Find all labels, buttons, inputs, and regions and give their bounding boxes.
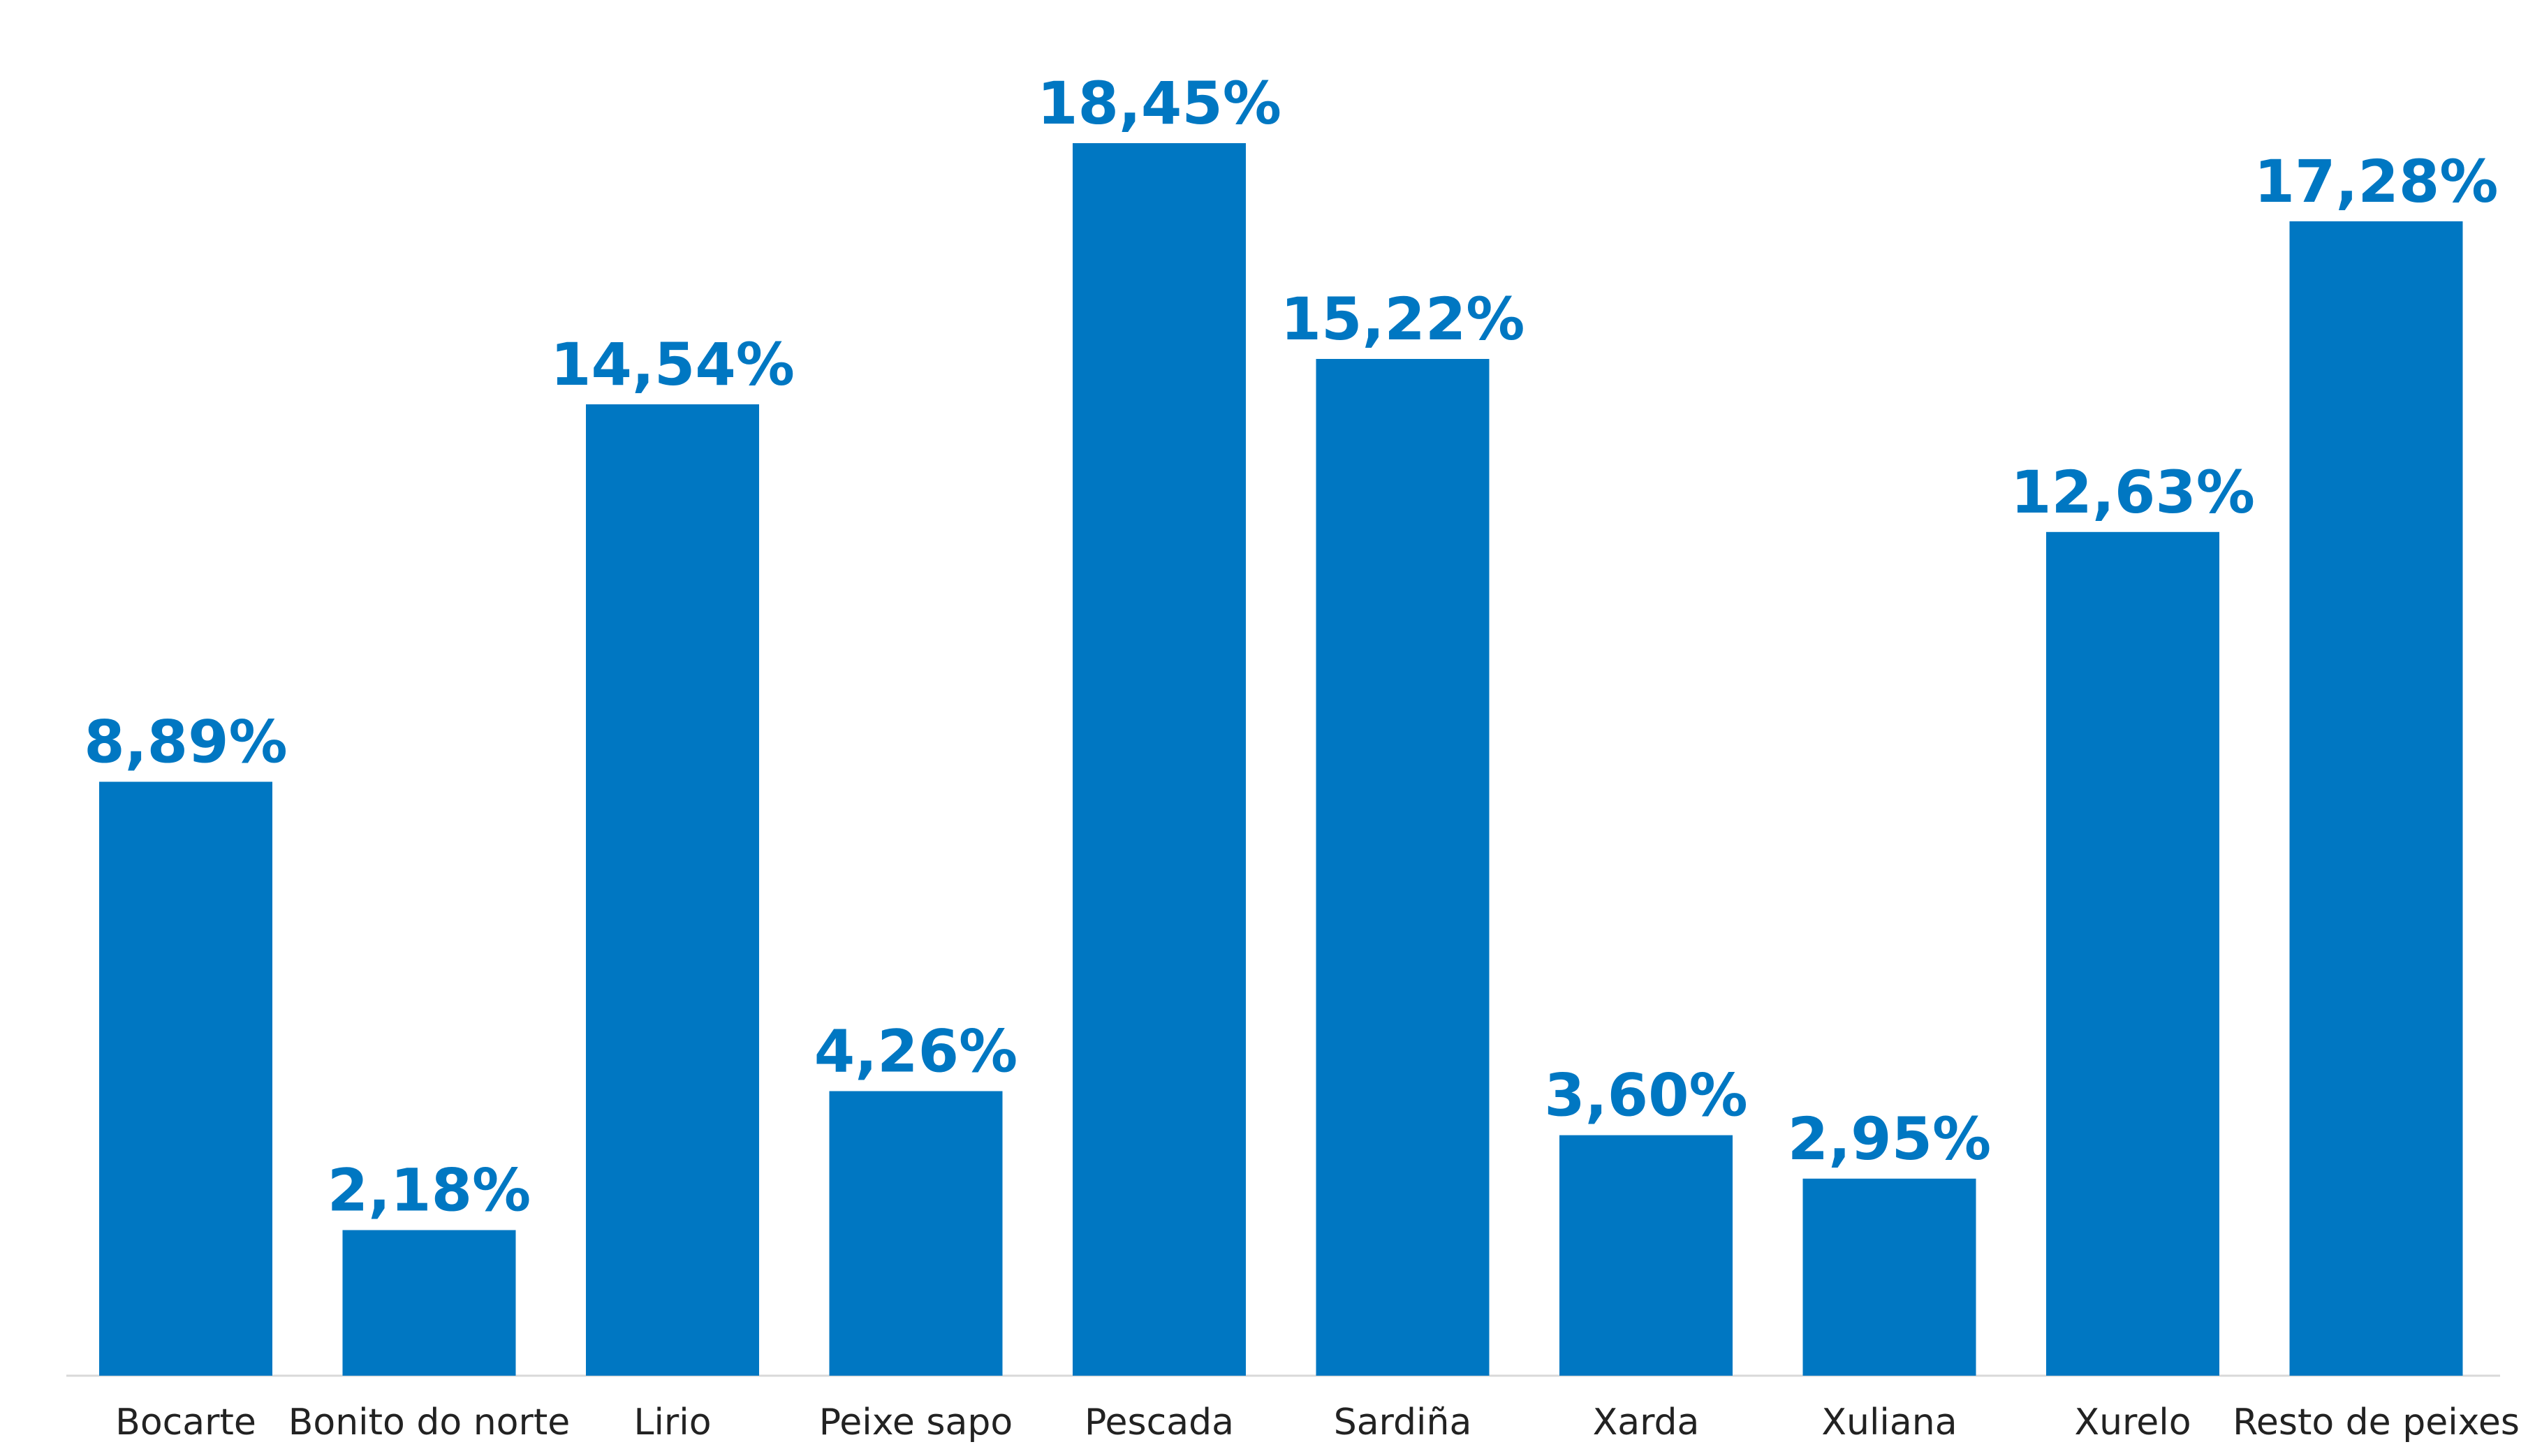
category-label-5: Sardiña [1334, 1402, 1472, 1443]
category-label-1: Bonito do norte [288, 1402, 571, 1443]
category-label-9: Resto de peixes [2233, 1402, 2520, 1443]
value-label-1: 2,18% [328, 1156, 531, 1225]
value-label-7: 2,95% [1788, 1105, 1991, 1173]
category-label-4: Pescada [1085, 1402, 1234, 1443]
bar-8 [2046, 531, 2219, 1376]
value-label-2: 14,54% [550, 330, 795, 399]
value-label-3: 4,26% [814, 1017, 1017, 1086]
value-label-9: 17,28% [2254, 147, 2499, 216]
category-label-8: Xurelo [2074, 1402, 2191, 1443]
category-label-6: Xarda [1593, 1402, 1700, 1443]
bar-9 [2289, 221, 2463, 1376]
value-label-0: 8,89% [84, 708, 287, 777]
bar-0 [99, 781, 272, 1376]
bar-2 [586, 404, 759, 1376]
category-label-0: Bocarte [115, 1402, 256, 1443]
value-label-4: 18,45% [1037, 69, 1281, 138]
value-labels-group: 8,89% 2,18% 14,54% 4,26% 18,45% 15,22% 3,60% 2,… [84, 69, 2498, 1225]
bar-6 [1559, 1135, 1733, 1376]
bars-group [99, 143, 2463, 1376]
bar-7 [1802, 1178, 1976, 1376]
bar-4 [1073, 143, 1246, 1376]
category-labels-group: Bocarte Bonito do norte Lirio Peixe sapo Pes… [115, 1402, 2520, 1443]
category-label-7: Xuliana [1821, 1402, 1957, 1443]
value-label-6: 3,60% [1544, 1061, 1747, 1130]
value-label-5: 15,22% [1281, 285, 1525, 353]
bar-1 [342, 1230, 516, 1376]
value-label-8: 12,63% [2011, 458, 2255, 527]
bar-3 [829, 1091, 1003, 1376]
category-label-2: Lirio [633, 1402, 711, 1443]
category-label-3: Peixe sapo [819, 1402, 1013, 1443]
bar-5 [1316, 359, 1490, 1376]
